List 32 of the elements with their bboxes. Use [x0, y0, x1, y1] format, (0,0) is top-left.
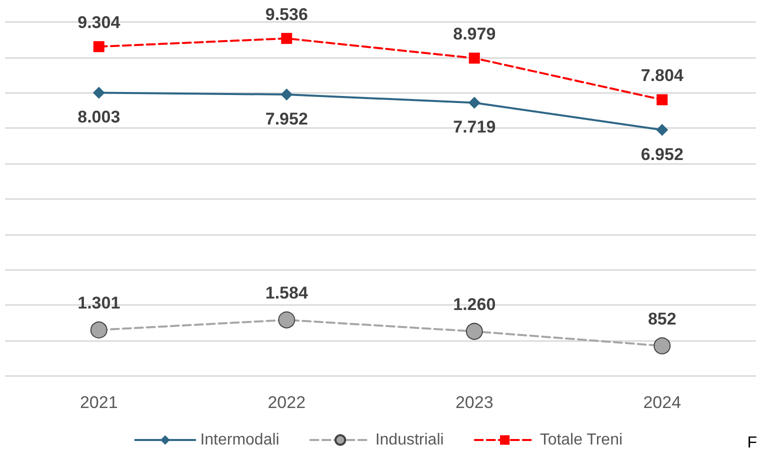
- point: [90, 321, 108, 338]
- x-tick-label: 2023: [455, 393, 494, 412]
- data-label: 8.979: [453, 24, 496, 44]
- data-label: 1.260: [453, 294, 496, 314]
- point: [281, 32, 292, 44]
- data-label: 852: [648, 309, 676, 328]
- legend-label: Industriali: [375, 432, 444, 448]
- point: [656, 94, 668, 106]
- data-label: 8.003: [78, 108, 120, 127]
- data-label: 7.952: [265, 110, 308, 128]
- data-label: 6.952: [640, 144, 684, 164]
- text: F: [747, 434, 757, 452]
- x-tick-label: 2021: [80, 393, 118, 412]
- point: [654, 337, 671, 354]
- data-label: 7.719: [453, 118, 496, 137]
- legend-label: Totale Treni: [540, 432, 623, 448]
- point: [92, 86, 105, 99]
- x-tick-label: 2022: [268, 393, 306, 412]
- data-label: 1.584: [265, 283, 308, 302]
- data-label: 9.536: [265, 4, 308, 24]
- point: [468, 96, 480, 109]
- point: [468, 52, 480, 64]
- data-label: 9.304: [78, 13, 121, 32]
- point: [466, 322, 483, 340]
- point: [280, 88, 293, 100]
- data-label: 7.804: [640, 66, 684, 86]
- x-tick-label: 2024: [643, 393, 682, 412]
- legend-label: Intermodali: [200, 432, 280, 448]
- point: [656, 124, 668, 136]
- point: [278, 311, 296, 328]
- point: [93, 41, 104, 52]
- data-label: 1.301: [78, 293, 120, 312]
